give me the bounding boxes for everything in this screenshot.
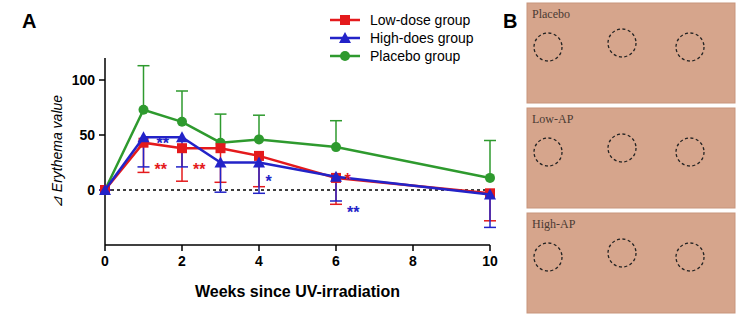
test-site: [534, 33, 562, 61]
x-tick: [335, 245, 337, 251]
error-cap: [253, 114, 265, 116]
reference-line: [105, 189, 490, 190]
error-cap: [176, 166, 188, 168]
y-axis-label: ⊿ Erythema value: [49, 95, 65, 208]
legend-marker: [339, 32, 351, 43]
x-tick: [412, 245, 414, 251]
y-tick: [99, 134, 105, 136]
significance-mark: **: [193, 161, 206, 178]
photo-background: [527, 213, 735, 313]
error-cap: [484, 140, 496, 142]
test-site: [608, 239, 636, 267]
photo-label: Placebo: [532, 7, 570, 21]
photo-background: [527, 3, 735, 103]
panel-label: A: [22, 10, 36, 32]
significance-mark: **: [155, 161, 168, 178]
error-cap: [484, 227, 496, 229]
test-site: [676, 243, 704, 271]
data-point: [330, 171, 342, 182]
data-point: [139, 105, 149, 115]
x-tick: [489, 245, 491, 251]
test-site: [676, 138, 704, 166]
series-line: [105, 110, 490, 190]
data-point: [331, 142, 341, 152]
panel-label: B: [503, 10, 517, 32]
y-tick: [99, 79, 105, 81]
legend-marker: [340, 51, 350, 61]
y-tick-label: 50: [79, 127, 95, 143]
error-cap: [215, 191, 227, 193]
test-site: [608, 134, 636, 162]
x-tick-label: 6: [332, 253, 340, 269]
photo-frame: [527, 108, 735, 208]
skin-photo: Placebo: [527, 3, 735, 103]
error-cap: [215, 113, 227, 115]
test-site: [534, 243, 562, 271]
significance-mark: *: [266, 173, 273, 190]
x-axis: [105, 244, 490, 246]
error-cap: [138, 166, 150, 168]
data-point: [485, 173, 495, 183]
data-point: [177, 143, 187, 153]
error-cap: [330, 204, 342, 206]
error-cap: [253, 193, 265, 195]
x-tick: [258, 245, 260, 251]
x-tick-label: 10: [482, 253, 498, 269]
error-cap: [330, 200, 342, 202]
photo-label: Low-AP: [532, 112, 574, 126]
x-tick-label: 0: [101, 253, 109, 269]
photo-background: [527, 108, 735, 208]
test-site: [534, 138, 562, 166]
x-tick-label: 4: [255, 253, 263, 269]
figure: A 0 50 100 0 2 4 6 8 10 Weeks since UV-irradiation…: [0, 0, 737, 317]
y-tick-label: 0: [87, 182, 95, 198]
legend-entry: Low-dose group: [330, 12, 471, 28]
data-point: [484, 188, 496, 199]
data-point: [177, 117, 187, 127]
error-bar: [138, 66, 150, 110]
skin-photo: Low-AP: [527, 108, 735, 208]
skin-photo: High-AP: [527, 213, 735, 313]
photo-frame: [527, 3, 735, 103]
error-cap: [330, 120, 342, 122]
error-stem: [143, 66, 145, 110]
legend-entry: High-does group: [330, 30, 474, 46]
legend-label: High-does group: [370, 30, 474, 46]
significance-mark: **: [157, 135, 170, 152]
error-bar: [484, 141, 496, 178]
x-axis-label: Weeks since UV-irradiation: [195, 283, 400, 300]
error-cap: [138, 65, 150, 67]
test-site: [676, 33, 704, 61]
x-tick: [181, 245, 183, 251]
legend-label: Low-dose group: [370, 12, 471, 28]
data-point: [99, 184, 111, 195]
significance-mark: *: [344, 171, 351, 188]
error-cap: [138, 172, 150, 174]
data-point: [176, 131, 188, 142]
data-point: [138, 131, 150, 142]
data-point: [215, 157, 227, 168]
legend-marker: [340, 15, 350, 25]
photo-label: High-AP: [532, 217, 576, 231]
error-cap: [176, 180, 188, 182]
photo-frame: [527, 213, 735, 313]
x-tick: [104, 245, 106, 251]
error-cap: [176, 90, 188, 92]
data-point: [253, 157, 265, 168]
y-axis: [104, 58, 106, 245]
plot-marks: [99, 66, 496, 228]
y-tick-label: 100: [72, 72, 96, 88]
x-tick-label: 8: [409, 253, 417, 269]
legend-label: Placebo group: [370, 48, 461, 64]
x-tick-label: 2: [178, 253, 186, 269]
data-point: [216, 143, 226, 153]
legend-entry: Placebo group: [330, 48, 461, 64]
error-stem: [489, 141, 491, 178]
data-point: [254, 134, 264, 144]
significance-mark: **: [347, 204, 360, 221]
test-site: [608, 29, 636, 57]
